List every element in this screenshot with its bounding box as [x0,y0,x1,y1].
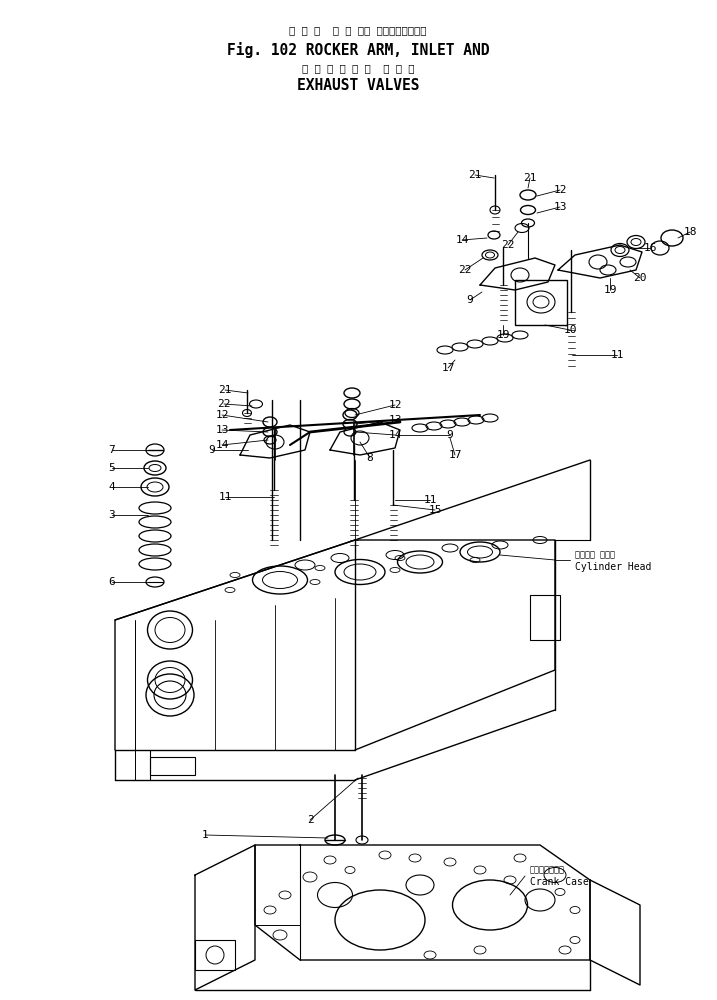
Text: 8: 8 [366,453,374,463]
Bar [195,940,235,970]
Text: 21: 21 [523,173,537,183]
Text: 17: 17 [441,363,455,373]
Text: 4: 4 [108,482,115,492]
Text: Cylinder Head: Cylinder Head [575,562,651,572]
Text: 1: 1 [201,830,209,840]
Text: 12: 12 [215,410,229,420]
Text: 3: 3 [108,510,115,520]
Bar [530,595,560,640]
Text: エ キ ゾ ー ス ト  バ ル ブ: エ キ ゾ ー ス ト バ ル ブ [302,63,414,73]
Text: 5: 5 [108,463,115,473]
Text: 18: 18 [683,227,697,237]
Text: ロ ッ カ  ア ー ム、 インレットおよび: ロ ッ カ ア ー ム、 インレットおよび [289,25,427,35]
Text: 12: 12 [554,185,566,195]
Text: 15: 15 [428,505,442,515]
Text: 22: 22 [217,399,231,409]
Text: 13: 13 [554,202,566,212]
Text: 21: 21 [218,385,232,395]
Text: 16: 16 [643,243,657,253]
Text: 14: 14 [215,440,229,450]
Text: Fig. 102 ROCKER ARM, INLET AND: Fig. 102 ROCKER ARM, INLET AND [227,42,489,58]
Text: 11: 11 [423,495,437,505]
Text: 6: 6 [108,577,115,587]
Text: 19: 19 [603,285,617,295]
Text: 10: 10 [564,325,576,335]
Text: Crank Case: Crank Case [530,877,589,887]
Text: 17: 17 [448,450,462,460]
Text: 7: 7 [108,445,115,455]
Text: 20: 20 [633,273,647,283]
Text: 12: 12 [388,400,402,410]
Bar [150,757,195,775]
Text: 14: 14 [455,235,469,245]
Text: 21: 21 [468,170,482,180]
Text: クランクケース: クランクケース [530,865,565,874]
Text: シリンダ ヘッド: シリンダ ヘッド [575,550,615,560]
Text: 22: 22 [458,265,472,275]
Text: 19: 19 [496,330,510,340]
Text: EXHAUST VALVES: EXHAUST VALVES [297,79,419,94]
Text: 9: 9 [447,430,453,440]
Text: 11: 11 [218,492,232,502]
Bar [515,280,567,325]
Text: 11: 11 [610,350,624,360]
Text: 14: 14 [388,430,402,440]
Text: 13: 13 [388,415,402,425]
Text: 9: 9 [209,445,215,455]
Text: 9: 9 [467,295,473,305]
Text: 22: 22 [501,240,515,250]
Text: 2: 2 [307,815,313,825]
Text: 13: 13 [215,425,229,435]
